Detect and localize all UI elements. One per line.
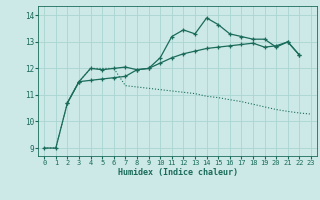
X-axis label: Humidex (Indice chaleur): Humidex (Indice chaleur): [118, 168, 238, 177]
